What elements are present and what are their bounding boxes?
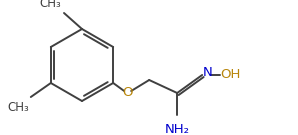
- Text: O: O: [122, 87, 132, 99]
- Text: OH: OH: [220, 68, 240, 82]
- Text: N: N: [202, 67, 212, 80]
- Text: CH₃: CH₃: [7, 101, 29, 114]
- Text: CH₃: CH₃: [39, 0, 61, 10]
- Text: NH₂: NH₂: [165, 123, 190, 135]
